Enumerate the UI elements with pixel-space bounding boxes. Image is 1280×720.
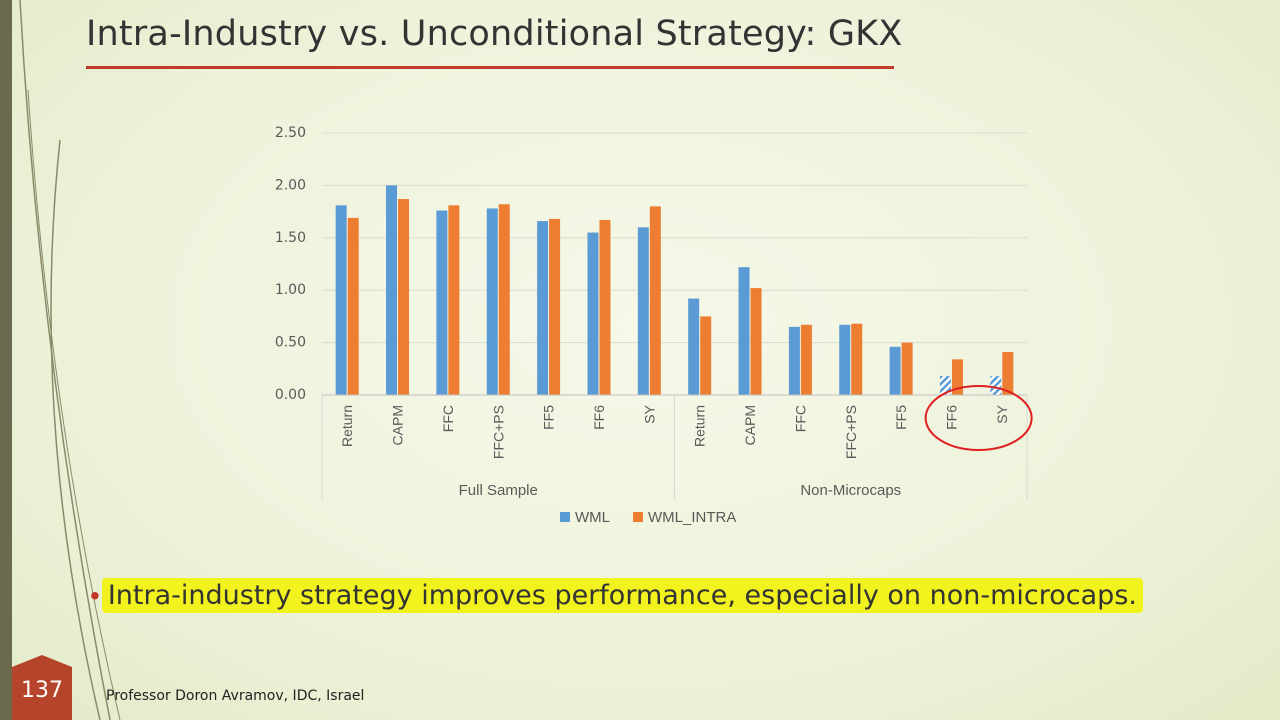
x-tick-label: FFC	[440, 405, 456, 432]
y-tick-label: 0.50	[275, 335, 306, 351]
slide-title: Intra-Industry vs. Unconditional Strateg…	[86, 14, 903, 54]
bar-wml-intra	[448, 205, 460, 395]
bar-wml	[436, 210, 448, 395]
x-tick-label: SY	[994, 404, 1010, 423]
bar-wml-intra	[549, 218, 561, 395]
bar-wml-intra	[498, 204, 510, 395]
bar-wml	[386, 185, 398, 395]
x-tick-label: FF6	[591, 405, 607, 430]
bar-wml	[537, 221, 549, 395]
group-label: Non-Microcaps	[800, 482, 901, 499]
y-tick-label: 2.50	[275, 125, 306, 141]
bar-wml-intra	[649, 206, 661, 395]
bar-wml-intra	[750, 288, 762, 395]
x-tick-label: Return	[339, 405, 355, 447]
x-tick-label: FFC+PS	[843, 405, 859, 459]
bar-wml-intra	[951, 359, 963, 395]
x-tick-label: Return	[692, 405, 708, 447]
bar-wml	[788, 326, 800, 395]
x-tick-label: FF5	[541, 405, 557, 430]
title-underline	[86, 66, 894, 69]
group-label: Full Sample	[459, 482, 538, 499]
bar-wml	[889, 346, 901, 395]
bar-wml	[486, 208, 498, 395]
legend-swatch-wml-intra	[633, 512, 643, 522]
bar-wml-intra	[800, 324, 812, 395]
highlight-circle	[924, 385, 1033, 451]
x-tick-label: FF6	[943, 405, 959, 430]
bullet-point: • Intra-industry strategy improves perfo…	[90, 578, 1143, 613]
bar-wml	[990, 376, 1002, 395]
bar-wml-intra	[700, 316, 712, 395]
bar-wml	[939, 376, 951, 395]
y-tick-label: 1.00	[275, 282, 306, 298]
bar-wml-intra	[398, 199, 410, 395]
y-tick-label: 2.00	[275, 177, 306, 193]
bar-wml-intra	[901, 342, 913, 395]
bar-wml-intra	[1002, 352, 1014, 395]
bar-wml	[637, 227, 649, 395]
bar-wml-intra	[599, 219, 611, 395]
bar-wml-intra	[851, 323, 863, 395]
page-number-badge	[12, 655, 72, 720]
bar-chart: 0.00 0.50 1.00 1.50 2.00 2.50 Return CAPM FFC FFC…	[275, 125, 1033, 526]
legend-label-wml: WML	[575, 509, 610, 526]
legend-swatch-wml	[560, 512, 570, 522]
y-tick-label: 1.50	[275, 230, 306, 246]
bullet-text: Intra-industry strategy improves perform…	[101, 578, 1143, 613]
x-tick-label: FFC+PS	[490, 405, 506, 459]
legend-label-wml-intra: WML_INTRA	[648, 509, 736, 526]
bar-wml	[688, 298, 700, 395]
x-tick-label: CAPM	[742, 405, 758, 445]
bullet-icon: •	[90, 579, 100, 611]
bar-wml-intra	[347, 217, 359, 395]
bar-wml	[839, 324, 851, 395]
x-tick-label: FF5	[893, 405, 909, 430]
bar-wml	[587, 232, 599, 395]
page-number: 137	[21, 678, 63, 703]
footer-text: Professor Doron Avramov, IDC, Israel	[106, 688, 365, 704]
x-tick-label: CAPM	[390, 405, 406, 445]
bar-wml	[738, 267, 750, 395]
x-tick-label: SY	[641, 404, 657, 423]
y-tick-label: 0.00	[275, 387, 306, 403]
left-side-bar	[0, 0, 12, 720]
bar-wml	[335, 205, 347, 395]
x-tick-label: FFC	[792, 405, 808, 432]
